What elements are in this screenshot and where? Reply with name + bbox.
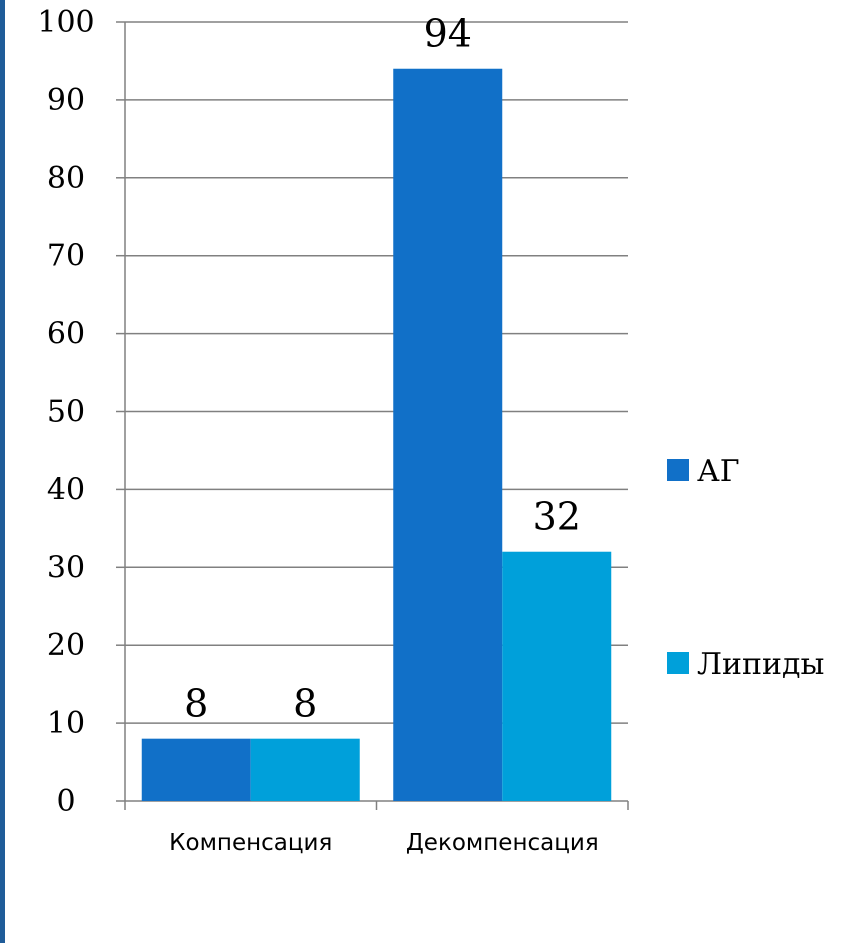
bars xyxy=(141,68,612,802)
y-tick-label-10: 10 xyxy=(47,706,85,741)
y-tick-label-40: 40 xyxy=(47,472,85,507)
y-tick-label-80: 80 xyxy=(47,161,85,196)
y-tick-label-60: 60 xyxy=(47,317,85,352)
bar-АГ-Декомпенсация xyxy=(393,68,503,802)
legend-swatch-АГ xyxy=(667,459,689,481)
bar-АГ-Компенсация xyxy=(141,738,251,801)
legend-label-Липиды: Липиды xyxy=(697,647,824,682)
data-label-Липиды-Декомпенсация: 32 xyxy=(533,495,581,539)
bar-Липиды-Декомпенсация xyxy=(502,551,612,801)
y-tick-label-100: 100 xyxy=(37,5,94,40)
category-label-0: Компенсация xyxy=(169,830,332,856)
y-axis-ticks: 0 10 20 30 40 50 60 70 80 90 100 xyxy=(37,5,125,819)
bar-Липиды-Компенсация xyxy=(250,738,360,801)
left-border-stripe xyxy=(0,0,5,943)
data-labels: 8 8 94 32 xyxy=(184,12,581,726)
y-tick-label-90: 90 xyxy=(47,83,85,118)
y-tick-label-20: 20 xyxy=(47,628,85,663)
data-label-АГ-Компенсация: 8 xyxy=(184,682,208,726)
data-label-АГ-Декомпенсация: 94 xyxy=(424,12,472,56)
legend-swatch-Липиды xyxy=(667,652,689,674)
category-labels: Компенсация Декомпенсация xyxy=(169,830,599,856)
data-label-Липиды-Компенсация: 8 xyxy=(293,682,317,726)
y-tick-label-50: 50 xyxy=(47,395,85,430)
legend: АГ Липиды xyxy=(667,454,824,682)
y-tick-label-0: 0 xyxy=(56,784,75,819)
category-label-1: Декомпенсация xyxy=(406,830,599,856)
y-tick-label-30: 30 xyxy=(47,550,85,585)
y-tick-label-70: 70 xyxy=(47,239,85,274)
legend-label-АГ: АГ xyxy=(697,454,740,489)
